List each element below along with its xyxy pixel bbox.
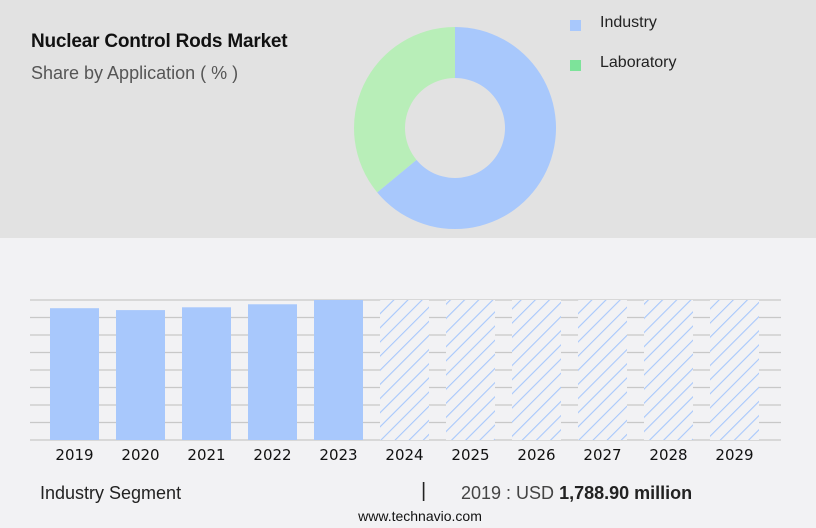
bar-forecast-2029 [710,300,759,440]
value-amount: 1,788.90 million [559,483,693,503]
chart-subtitle: Share by Application ( % ) [31,63,239,83]
bar-forecast-2025 [446,300,495,440]
bar-2023 [314,300,363,440]
x-tick-label: 2026 [517,446,555,464]
x-tick-label: 2020 [121,446,159,464]
bar-2021 [182,307,231,440]
x-tick-label: 2024 [385,446,423,464]
x-tick-label: 2023 [319,446,357,464]
value-prefix: 2019 : USD [461,483,560,503]
donut-slice-industry [377,27,556,230]
segment-label: Industry Segment [40,483,182,503]
legend-label: Industry [600,14,657,31]
donut-slice-laboratory [353,27,455,193]
legend-label: Laboratory [600,54,677,71]
source-url: www.technavio.com [358,508,482,524]
segment-value: 2019 : USD 1,788.90 million [461,483,692,504]
bar-forecast-2026 [512,300,561,440]
x-tick-label: 2021 [187,446,225,464]
bar-forecast-2027 [578,300,627,440]
donut-chart [353,27,556,230]
x-tick-label: 2029 [715,446,753,464]
bar-chart: 2019 2020 2021 2022 2023 2024 2025 2026 2027 2028… [30,299,781,464]
bars [50,300,759,440]
x-tick-label: 2027 [583,446,621,464]
x-tick-label: 2022 [253,446,291,464]
bar-2020 [116,310,165,440]
x-tick-label: 2019 [55,446,93,464]
x-tick-label: 2028 [649,446,687,464]
chart-title: Nuclear Control Rods Market [31,31,288,52]
x-axis-labels: 2019 2020 2021 2022 2023 2024 2025 2026 2027 2028… [55,446,753,464]
bar-2022 [248,304,297,440]
bar-2019 [50,308,99,440]
x-tick-label: 2025 [451,446,489,464]
bar-forecast-2028 [644,300,693,440]
bar-forecast-2024 [380,300,429,440]
legend-swatch-industry [570,20,581,31]
legend-swatch-laboratory [570,60,581,71]
footer-divider: | [421,480,427,502]
